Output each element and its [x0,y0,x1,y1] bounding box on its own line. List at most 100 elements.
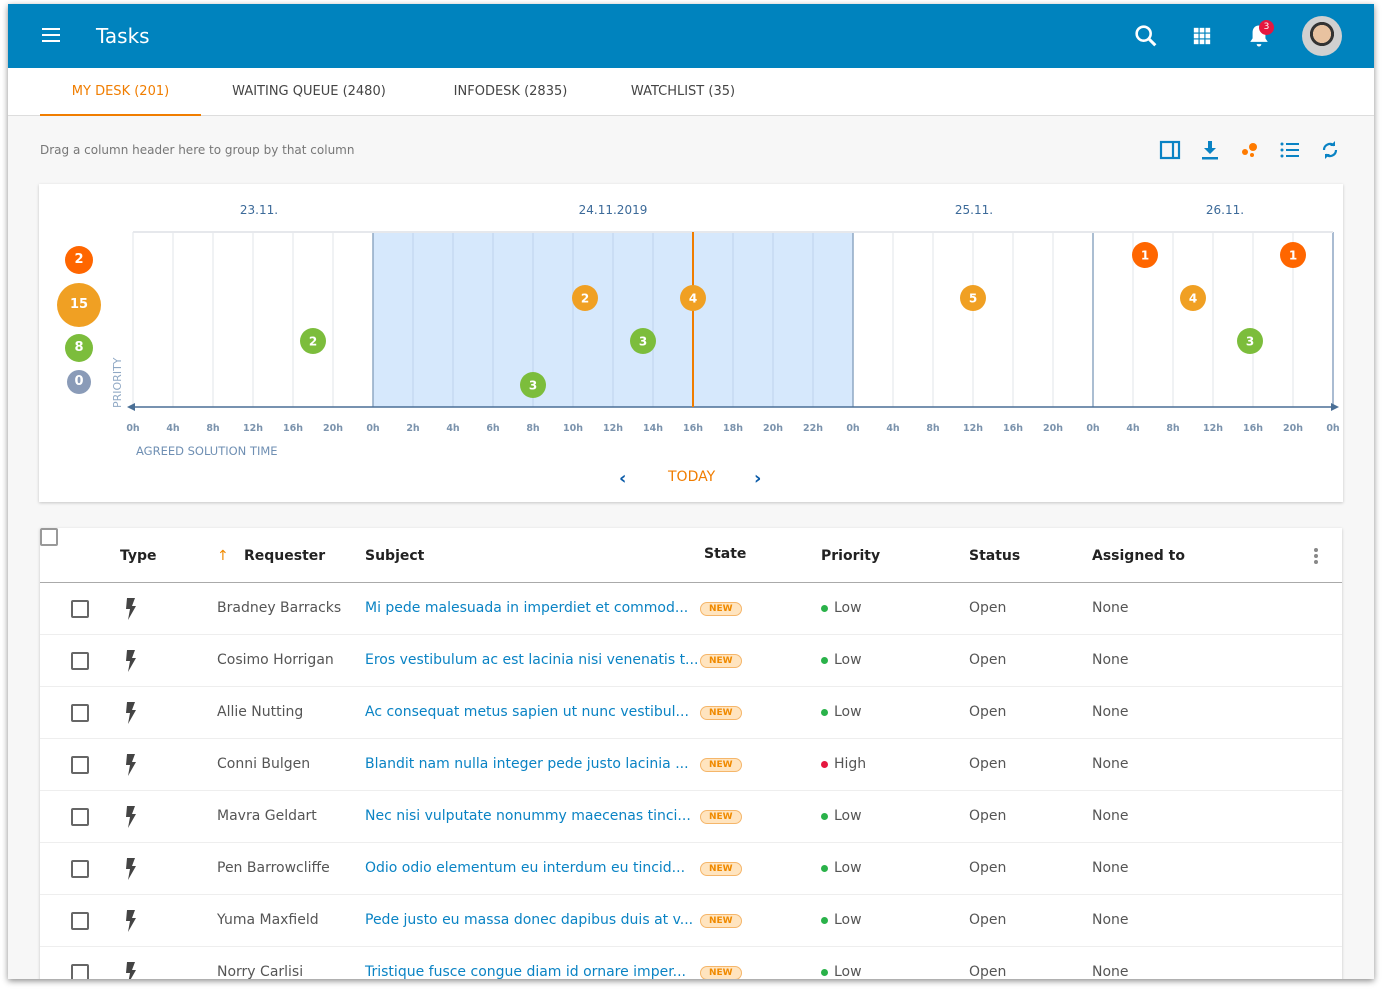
subject-link[interactable]: Mi pede malesuada in imperdiet et commod… [365,600,689,616]
priority-dot [821,708,828,716]
lightning-icon [126,910,136,932]
priority: Low [821,808,862,824]
menu-icon[interactable] [42,28,60,42]
assigned-to: None [1092,756,1129,772]
bubble-count: 3 [529,379,537,393]
refresh-icon[interactable] [1318,138,1342,162]
subject-link[interactable]: Ac consequat metus sapien ut nunc vestib… [365,704,689,720]
previous-period-button[interactable]: ‹ [619,468,627,489]
state-badge: NEW [700,654,742,668]
apps-grid-icon[interactable] [1188,22,1216,50]
table-row[interactable]: Allie Nutting Ac consequat metus sapien … [40,687,1342,739]
tab-waiting-queue[interactable]: WAITING QUEUE (2480) [232,84,386,99]
today-button[interactable]: TODAY [668,469,716,485]
status: Open [969,860,1007,876]
column-options-icon[interactable] [1314,548,1318,566]
table-row[interactable]: Cosimo Horrigan Eros vestibulum ac est l… [40,635,1342,687]
priority-dot [821,760,828,768]
status: Open [969,964,1007,979]
user-avatar[interactable] [1302,16,1342,56]
x-tick-label: 8h [206,423,220,434]
tab-watchlist[interactable]: WATCHLIST (35) [630,84,736,99]
task-bubble[interactable] [680,285,706,311]
x-tick-label: 6h [486,423,500,434]
subject-link[interactable]: Pede justo eu massa donec dapibus duis a… [365,912,694,928]
column-header-priority[interactable]: Priority [821,548,881,564]
app-window: Tasks 3 MY DESK (201) WAITING QUEUE (248… [8,4,1374,979]
x-tick-label: 16h [1243,423,1263,434]
split-view-icon[interactable] [1158,138,1182,162]
task-bubble[interactable] [572,285,598,311]
row-checkbox[interactable] [71,912,89,930]
task-bubble[interactable] [520,372,546,398]
table-row[interactable]: Pen Barrowcliffe Odio odio elementum eu … [40,843,1342,895]
status: Open [969,756,1007,772]
axis-arrow-left [127,403,135,411]
priority-label: Low [834,652,862,668]
header-divider [40,582,1342,583]
requester: Norry Carlisi [217,964,304,979]
table-row[interactable]: Norry Carlisi Tristique fusce congue dia… [40,947,1342,979]
column-header-state[interactable]: State [704,546,747,562]
task-bubble[interactable] [630,328,656,354]
subject-link[interactable]: Nec nisi vulputate nonummy maecenas tinc… [365,808,691,824]
subject-link[interactable]: Odio odio elementum eu interdum eu tinci… [365,860,686,876]
row-checkbox[interactable] [71,808,89,826]
lightning-icon [126,754,136,776]
next-period-button[interactable]: › [754,468,762,489]
x-tick-label: 16h [683,423,703,434]
priority-legend-bubble[interactable]: 0 [67,370,91,394]
requester: Bradney Barracks [217,600,342,616]
x-tick-label: 4h [166,423,180,434]
bubble-count: 5 [969,292,977,306]
row-checkbox[interactable] [71,860,89,878]
assigned-to: None [1092,912,1129,928]
bubbles-icon[interactable] [1238,138,1262,162]
tab-infodesk[interactable]: INFODESK (2835) [453,84,568,99]
column-header-type[interactable]: Type [120,548,157,564]
row-checkbox[interactable] [71,756,89,774]
search-icon[interactable] [1132,22,1160,50]
notification-badge: 3 [1259,20,1274,35]
subject-link[interactable]: Blandit nam nulla integer pede justo lac… [365,756,689,772]
table-row[interactable]: Yuma Maxfield Pede justo eu massa donec … [40,895,1342,947]
x-tick-label: 4h [886,423,900,434]
tab-my-desk[interactable]: MY DESK (201) [40,68,201,116]
status: Open [969,912,1007,928]
tasks-table: Type ↑ Requester Subject State Priority … [40,528,1342,979]
task-bubble[interactable] [1132,242,1158,268]
column-header-status[interactable]: Status [969,548,1021,564]
x-tick-label: 20h [763,423,783,434]
x-tick-label: 0h [1086,423,1100,434]
notifications-button[interactable]: 3 [1245,20,1274,50]
row-checkbox[interactable] [71,652,89,670]
task-bubble[interactable] [960,285,986,311]
task-bubble[interactable] [300,328,326,354]
lightning-icon [126,598,136,620]
priority-legend-bubble[interactable]: 15 [57,283,101,327]
table-row[interactable]: Mavra Geldart Nec nisi vulputate nonummy… [40,791,1342,843]
task-bubble[interactable] [1280,242,1306,268]
task-bubble[interactable] [1237,328,1263,354]
column-header-requester[interactable]: Requester [244,548,326,564]
x-tick-label: 4h [1126,423,1140,434]
table-row[interactable]: Bradney Barracks Mi pede malesuada in im… [40,583,1342,635]
row-checkbox[interactable] [71,704,89,722]
list-icon[interactable] [1278,138,1302,162]
task-bubble[interactable] [1180,285,1206,311]
priority-legend-bubble[interactable]: 2 [65,246,93,274]
bubble-count: 3 [639,335,647,349]
priority-dot [821,812,828,820]
row-checkbox[interactable] [71,964,89,979]
row-checkbox[interactable] [71,600,89,618]
priority-legend-bubble[interactable]: 8 [65,334,93,362]
column-header-subject[interactable]: Subject [365,548,425,564]
select-all-checkbox[interactable] [40,528,58,546]
subject-link[interactable]: Eros vestibulum ac est lacinia nisi vene… [365,652,699,668]
download-icon[interactable] [1198,138,1222,162]
column-header-assigned-to[interactable]: Assigned to [1092,548,1185,564]
subject-link[interactable]: Tristique fusce congue diam id ornare im… [365,964,687,979]
table-row[interactable]: Conni Bulgen Blandit nam nulla integer p… [40,739,1342,791]
sort-ascending-icon[interactable]: ↑ [217,548,229,564]
tab-bar: MY DESK (201) WAITING QUEUE (2480) INFOD… [8,68,1374,116]
